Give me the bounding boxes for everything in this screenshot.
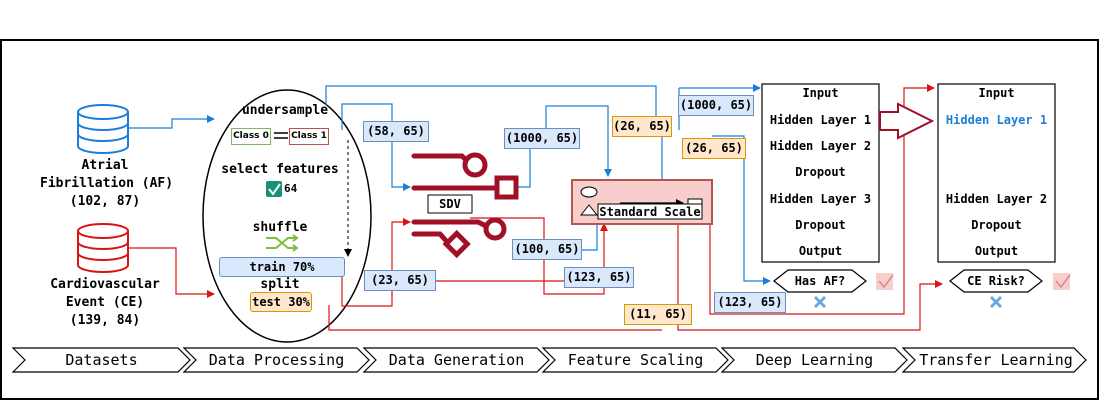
sdv-box [427,194,473,214]
stage-bar [11,347,1087,373]
ce-dataset-name-1: Cardiovascular [50,277,160,292]
x-icon-ce [989,295,1003,309]
stage-data-processing: Data Processing [208,351,345,369]
sdv-label: SDV [439,197,461,211]
processing-ellipse [202,89,372,343]
shape-tag-1000-gen: (1000, 65) [504,128,580,149]
af-layer-input: Input [802,86,839,100]
af-decision-diamond [773,269,867,293]
ce-layer-output: Output [974,244,1019,258]
scaling-label-box [597,203,703,220]
standard-scale-label: Standard Scale [599,205,701,219]
af-model-box [761,83,880,263]
shape-tag-26-scaled: (26, 65) [682,138,746,159]
shape-tag-1000-scaled: (1000, 65) [678,95,754,116]
af-layer-hidden-3: Hidden Layer 3 [769,192,872,206]
stage-transfer-learning: Transfer Learning [919,351,1073,369]
af-decision-label: Has AF? [794,274,846,288]
ce-layer-input: Input [978,86,1015,100]
shuffle-label: shuffle [252,220,308,235]
ce-connectors [129,84,943,331]
shape-tag-23: (23, 65) [364,270,436,291]
af-layer-dropout-1: Dropout [795,165,846,179]
stage-deep-learning: Deep Learning [755,351,874,369]
ce-layer-hidden-2: Hidden Layer 2 [945,192,1048,206]
select-features-label: select features [221,162,339,177]
transfer-arrow-icon [879,102,935,140]
outer-frame [0,39,1099,400]
ce-decision-label: CE Risk? [967,274,1025,288]
ce-layer-dropout: Dropout [971,218,1022,232]
shape-tag-100: (100, 65) [512,239,582,260]
database-icon-af [77,104,129,154]
shape-tag-123-scaled: (123, 65) [714,292,786,313]
af-dataset-size: (102, 87) [69,194,141,209]
af-layer-output: Output [798,244,843,258]
feature-count: 64 [284,182,298,195]
x-icon-af [813,295,827,309]
database-icon-ce [77,223,129,273]
class0-box: Class 0 [231,128,271,145]
class1-box: Class 1 [289,128,329,145]
ce-layer-hidden-1: Hidden Layer 1 [945,113,1048,127]
shape-tag-123-gen: (123, 65) [564,267,634,288]
ce-dataset-label: Cardiovascular Event (CE) (139, 84) [30,276,180,330]
undersample-label: undersample [241,103,329,118]
sdv-generator-icon [411,152,519,259]
af-dataset-name-2: Fibrillation (AF) [40,176,174,191]
shape-tag-11: (11, 65) [624,304,692,325]
stage-datasets: Datasets [65,351,138,369]
scaling-shape-triangle [579,204,599,216]
af-dataset-name-1: Atrial [81,158,129,173]
shuffle-icon [266,234,299,252]
check-badge-af [876,273,894,290]
stage-data-generation: Data Generation [388,351,525,369]
check-badge-ce [1053,273,1071,290]
stage-feature-scaling: Feature Scaling [567,351,704,369]
af-layer-hidden-2: Hidden Layer 2 [769,139,872,153]
ce-model-box [937,83,1056,263]
af-layer-dropout-2: Dropout [795,218,846,232]
ce-dataset-size: (139, 84) [69,313,141,328]
ce-decision-diamond [949,269,1043,293]
scaling-shape-ellipse [580,186,598,198]
af-layer-hidden-1: Hidden Layer 1 [769,113,872,127]
shape-tag-58: (58, 65) [363,121,429,142]
train-split-badge: train 70% [219,257,345,277]
test-split-badge: test 30% [250,292,312,312]
split-label: split [260,277,300,292]
shape-tag-26-gen: (26, 65) [612,116,672,137]
check-icon [266,181,282,197]
ce-dataset-name-2: Event (CE) [65,295,145,310]
af-dataset-label: Atrial Fibrillation (AF) (102, 87) [40,157,174,211]
